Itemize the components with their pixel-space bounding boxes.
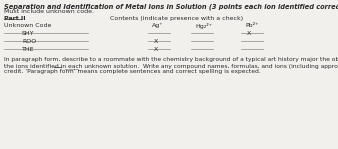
Text: Part II: Part II [4,16,26,21]
Text: In paragraph form, describe to a roommate with the chemistry background of a typ: In paragraph form, describe to a roommat… [4,57,338,62]
Text: X: X [154,47,158,52]
Text: X: X [154,39,158,44]
Text: the ions identified in ̲e̲a̲c̲h unknown solution.  Write any compound names, for: the ions identified in ̲e̲a̲c̲h unknown … [4,63,338,69]
Text: X: X [247,31,251,36]
Text: credit. ‘Paragraph form’ means complete sentences and correct spelling is expect: credit. ‘Paragraph form’ means complete … [4,69,261,74]
Text: Hg₂²⁺: Hg₂²⁺ [195,23,212,29]
Text: Ag⁺: Ag⁺ [152,23,164,28]
Text: THE: THE [22,47,34,52]
Text: ROO: ROO [22,39,36,44]
Text: Contents (indicate presence with a check): Contents (indicate presence with a check… [110,16,243,21]
Text: Unknown Code: Unknown Code [4,23,51,28]
Text: Pb²⁺: Pb²⁺ [245,23,258,28]
Text: Separation and Identification of Metal Ions in Solution (3 points each ion ident: Separation and Identification of Metal I… [4,3,338,10]
Text: SHY: SHY [22,31,34,36]
Text: Must include unknown code.: Must include unknown code. [4,9,94,14]
